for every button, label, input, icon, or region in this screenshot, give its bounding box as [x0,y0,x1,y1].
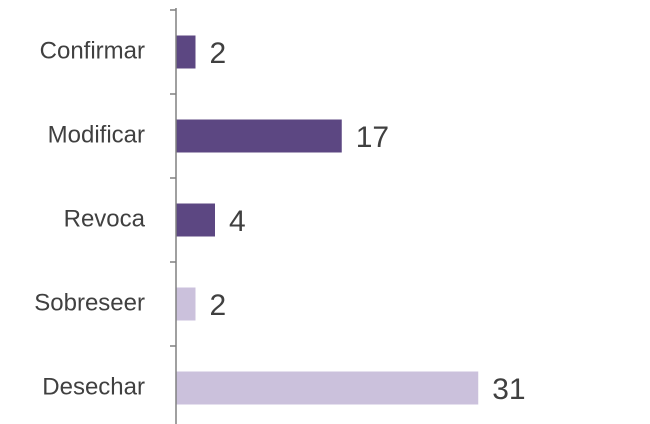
y-axis-group [170,8,177,424]
value-label-confirmar: 2 [210,37,227,70]
category-labels-group: Confirmar Modificar Revoca Sobreseer Desecha… [34,37,145,400]
value-label-desechar: 31 [492,373,525,406]
value-label-modificar: 17 [356,121,389,154]
bars-group [176,35,479,405]
category-label-sobreseer: Sobreseer [34,289,145,316]
category-label-desechar: Desechar [42,373,145,400]
bar-modificar [176,119,342,153]
category-label-modificar: Modificar [48,121,145,148]
bar-revoca [176,203,215,237]
value-label-sobreseer: 2 [210,289,227,322]
category-label-revoca: Revoca [64,205,146,232]
value-labels-group: 2 17 4 2 31 [210,37,526,406]
bar-sobreseer [176,287,196,321]
value-label-revoca: 4 [229,205,246,238]
bar-confirmar [176,35,196,69]
category-label-confirmar: Confirmar [40,37,145,64]
bar-desechar [176,371,479,405]
